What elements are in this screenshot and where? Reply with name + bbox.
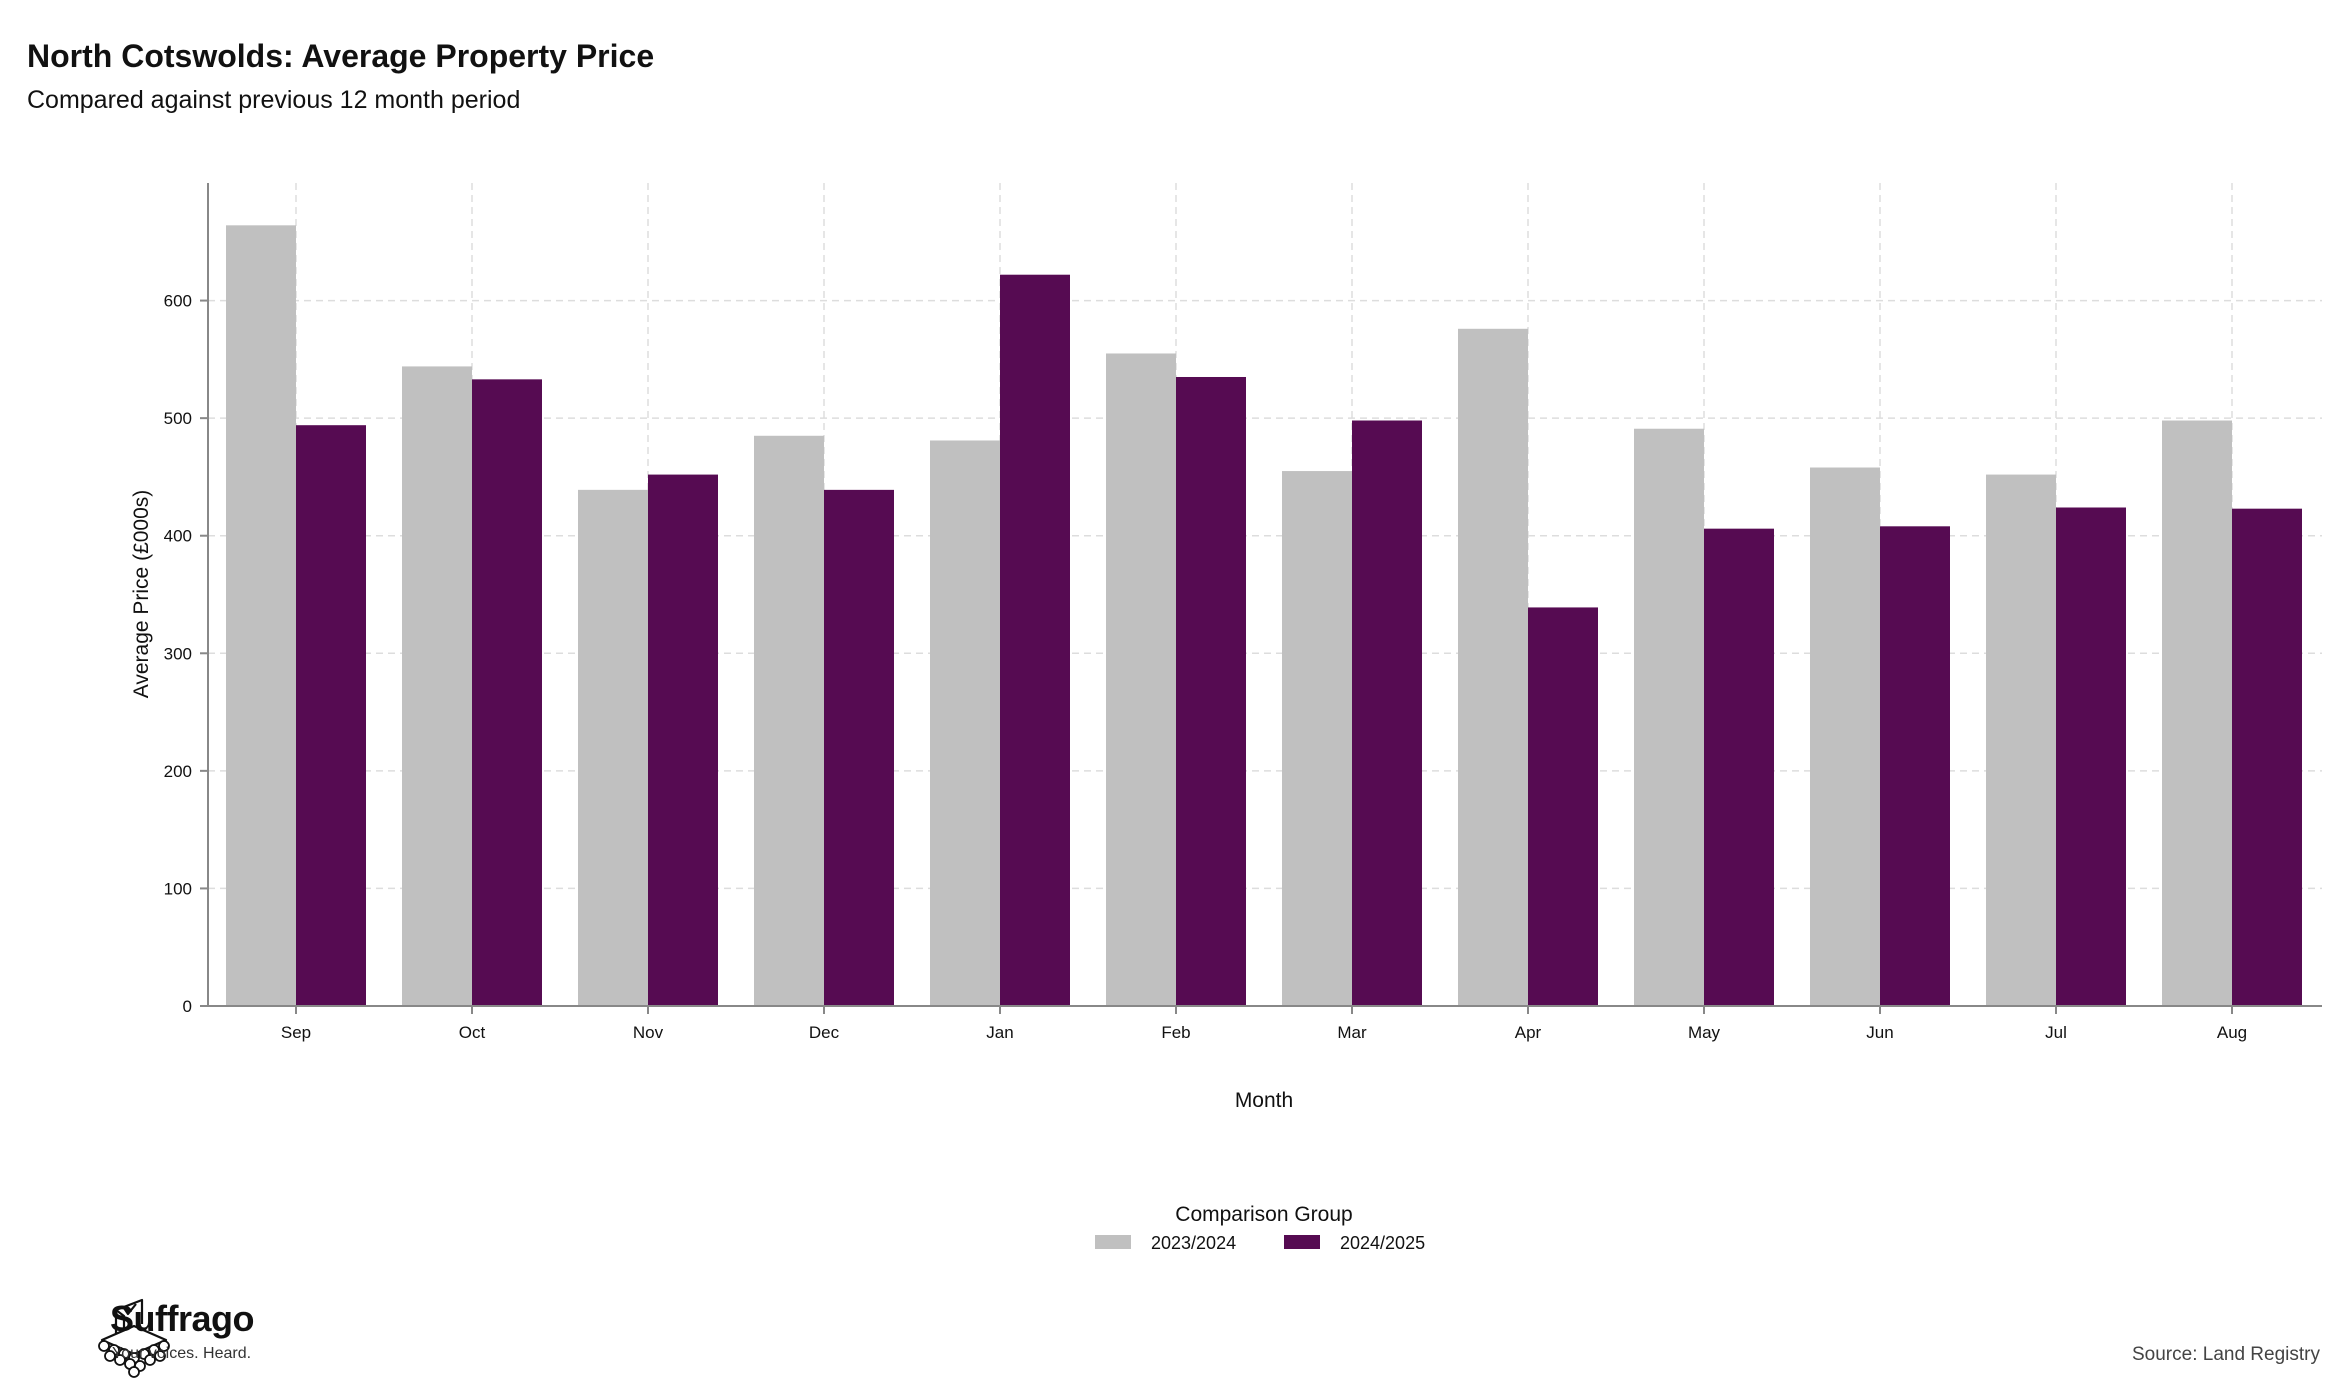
x-tick-label: Apr xyxy=(1515,1023,1542,1042)
bar-2023-2024-sep xyxy=(226,225,296,1007)
x-tick-label: Dec xyxy=(809,1023,840,1042)
legend-title: Comparison Group xyxy=(1175,1203,1352,1226)
legend-label: 2024/2025 xyxy=(1340,1233,1425,1253)
chart-subtitle: Compared against previous 12 month perio… xyxy=(27,86,521,114)
bar-2023-2024-aug xyxy=(2162,420,2232,1007)
x-tick-label: Jun xyxy=(1866,1023,1893,1042)
legend-swatch xyxy=(1284,1235,1320,1249)
bar-2023-2024-dec xyxy=(754,435,824,1006)
bar-2023-2024-may xyxy=(1634,428,1704,1007)
x-tick-label: Nov xyxy=(633,1023,664,1042)
source-note: Source: Land Registry xyxy=(2132,1344,2320,1365)
axes xyxy=(200,183,2322,1014)
x-tick-label: Mar xyxy=(1337,1023,1367,1042)
y-axis-title: Average Price (£000s) xyxy=(130,490,153,699)
y-tick-label: 500 xyxy=(164,409,192,428)
legend-swatch xyxy=(1095,1235,1131,1249)
x-tick-label: Jan xyxy=(986,1023,1013,1042)
bar-2023-2024-mar xyxy=(1282,471,1352,1006)
bar-2024-2025-sep xyxy=(296,425,366,1006)
bar-2024-2025-jul xyxy=(2056,507,2126,1006)
y-tick-label: 600 xyxy=(164,292,192,311)
bar-2024-2025-oct xyxy=(472,379,542,1006)
chart-title: North Cotswolds: Average Property Price xyxy=(27,38,655,74)
bar-2023-2024-jan xyxy=(930,440,1000,1006)
bar-2024-2025-mar xyxy=(1352,420,1422,1007)
y-tick-label: 0 xyxy=(183,997,192,1016)
y-tick-label: 400 xyxy=(164,527,192,546)
y-tick-label: 300 xyxy=(164,644,192,663)
bar-2023-2024-jun xyxy=(1810,467,1880,1007)
bar-2024-2025-dec xyxy=(824,489,894,1006)
bar-2023-2024-feb xyxy=(1106,353,1176,1006)
bar-2024-2025-apr xyxy=(1528,607,1598,1006)
x-tick-label: Sep xyxy=(281,1023,311,1042)
x-tick-label: Oct xyxy=(459,1023,486,1042)
bar-2024-2025-jun xyxy=(1880,526,1950,1006)
x-axis-title: Month xyxy=(1235,1089,1293,1112)
bar-2023-2024-apr xyxy=(1458,328,1528,1006)
x-tick-label: Aug xyxy=(2217,1023,2247,1042)
brand-tagline: Your voices. Heard. xyxy=(112,1345,252,1362)
y-tick-label: 100 xyxy=(164,879,192,898)
x-tick-label: Feb xyxy=(1161,1023,1190,1042)
y-tick-label: 200 xyxy=(164,762,192,781)
bar-2024-2025-may xyxy=(1704,528,1774,1006)
brand-name: Suffrago xyxy=(110,1298,255,1339)
ballot-box-logo-icon xyxy=(98,1298,170,1378)
bar-2023-2024-jul xyxy=(1986,474,2056,1006)
x-tick-label: Jul xyxy=(2045,1023,2067,1042)
bar-2023-2024-nov xyxy=(578,489,648,1006)
bar-2024-2025-jan xyxy=(1000,274,1070,1007)
bar-2024-2025-feb xyxy=(1176,376,1246,1006)
tick-labels: 0 100 200 300 400 500 600 Sep Oct Nov Dec Jan Feb Mar… xyxy=(164,292,2248,1042)
legend: Comparison Group 2023/2024 2024/2025 xyxy=(1095,1203,1425,1253)
bar-2024-2025-aug xyxy=(2232,508,2302,1006)
bar-2024-2025-nov xyxy=(648,474,718,1006)
bar-2023-2024-oct xyxy=(402,366,472,1006)
x-tick-label: May xyxy=(1688,1023,1721,1042)
bars xyxy=(226,225,2302,1007)
legend-label: 2023/2024 xyxy=(1151,1233,1236,1253)
